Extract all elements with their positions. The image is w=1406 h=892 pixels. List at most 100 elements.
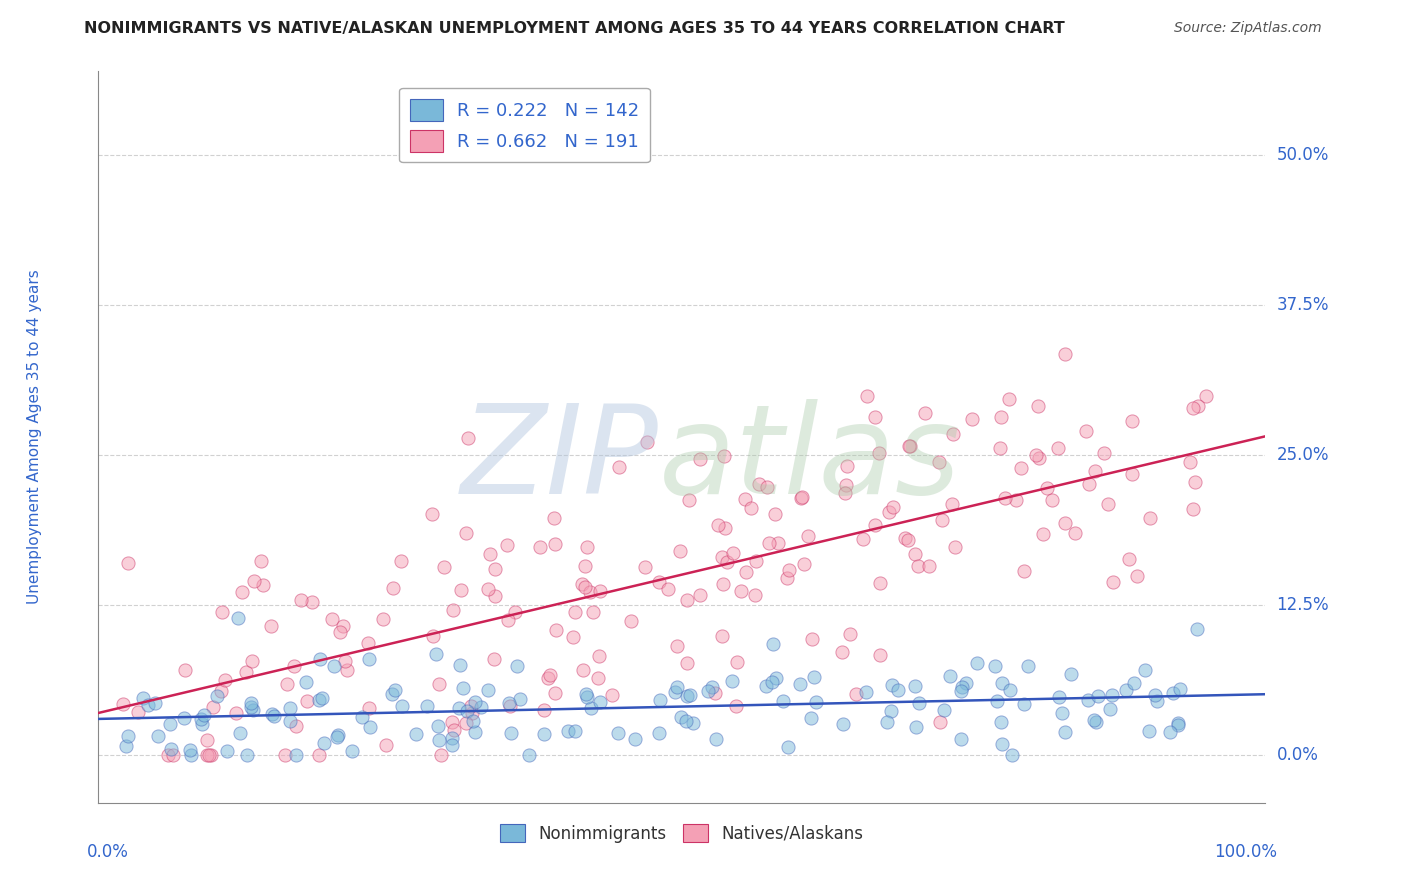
Point (564, 723, 586, 738)
Point (678, 492, 700, 507)
Point (714, 521, 737, 535)
Point (449, 657, 471, 672)
Point (650, 693, 672, 707)
Point (329, 624, 352, 639)
Point (326, 728, 349, 742)
Point (988, 441, 1011, 455)
Point (1163, 686, 1185, 700)
Text: atlas: atlas (658, 399, 960, 519)
Point (456, 704, 478, 718)
Point (803, 670, 825, 684)
Point (589, 584, 612, 599)
Point (214, 673, 236, 688)
Point (249, 554, 271, 568)
Point (1046, 442, 1069, 456)
Point (575, 690, 598, 705)
Point (572, 663, 595, 677)
Point (1077, 693, 1099, 707)
Point (852, 532, 875, 546)
Point (839, 627, 862, 641)
Point (766, 536, 789, 550)
Point (425, 647, 447, 661)
Point (499, 698, 522, 713)
Point (869, 648, 891, 663)
Point (295, 674, 318, 689)
Point (675, 714, 697, 728)
Point (735, 566, 758, 580)
Point (433, 560, 456, 574)
Point (1181, 401, 1204, 415)
Point (484, 562, 506, 576)
Point (498, 696, 520, 710)
Point (897, 533, 920, 547)
Point (711, 576, 734, 591)
Point (778, 563, 800, 577)
Point (308, 747, 330, 762)
Point (882, 678, 904, 692)
Point (503, 605, 526, 619)
Point (1178, 455, 1201, 469)
Point (301, 595, 323, 609)
Point (239, 697, 262, 711)
Point (242, 574, 264, 588)
Point (117, 557, 139, 571)
Point (464, 724, 486, 739)
Point (579, 585, 602, 599)
Point (544, 623, 567, 637)
Point (340, 744, 363, 758)
Point (1074, 424, 1097, 438)
Point (676, 592, 699, 607)
Point (359, 720, 381, 734)
Point (323, 659, 346, 673)
Point (1085, 715, 1108, 730)
Point (454, 715, 477, 730)
Point (180, 747, 202, 762)
Point (898, 438, 921, 452)
Point (359, 700, 381, 714)
Point (797, 528, 820, 542)
Point (744, 588, 766, 602)
Point (557, 723, 579, 738)
Point (195, 733, 218, 747)
Point (429, 747, 451, 762)
Point (904, 547, 927, 561)
Point (280, 714, 302, 728)
Text: ZIP: ZIP (461, 399, 658, 519)
Point (115, 739, 138, 754)
Point (689, 588, 711, 602)
Point (682, 716, 704, 731)
Point (1144, 689, 1167, 703)
Point (761, 675, 783, 690)
Point (285, 747, 308, 762)
Point (606, 726, 628, 740)
Point (894, 532, 917, 546)
Point (159, 717, 181, 731)
Point (1139, 510, 1161, 524)
Point (235, 747, 257, 762)
Point (716, 555, 738, 569)
Point (1087, 689, 1109, 703)
Point (1077, 477, 1099, 491)
Point (470, 699, 492, 714)
Point (160, 742, 183, 756)
Point (1133, 664, 1156, 678)
Point (280, 701, 302, 715)
Point (724, 698, 747, 713)
Point (173, 711, 195, 725)
Point (441, 731, 464, 746)
Point (112, 698, 135, 712)
Point (1014, 564, 1036, 578)
Point (211, 605, 233, 619)
Point (1035, 481, 1057, 495)
Text: NONIMMIGRANTS VS NATIVE/ALASKAN UNEMPLOYMENT AMONG AGES 35 TO 44 YEARS CORRELATI: NONIMMIGRANTS VS NATIVE/ALASKAN UNEMPLOY… (84, 21, 1066, 37)
Point (415, 699, 437, 714)
Point (420, 507, 443, 521)
Point (235, 665, 257, 680)
Point (763, 508, 786, 522)
Point (837, 458, 859, 473)
Point (1005, 493, 1028, 508)
Point (321, 612, 343, 626)
Point (666, 680, 689, 694)
Text: 0.0%: 0.0% (87, 843, 128, 861)
Point (326, 730, 349, 744)
